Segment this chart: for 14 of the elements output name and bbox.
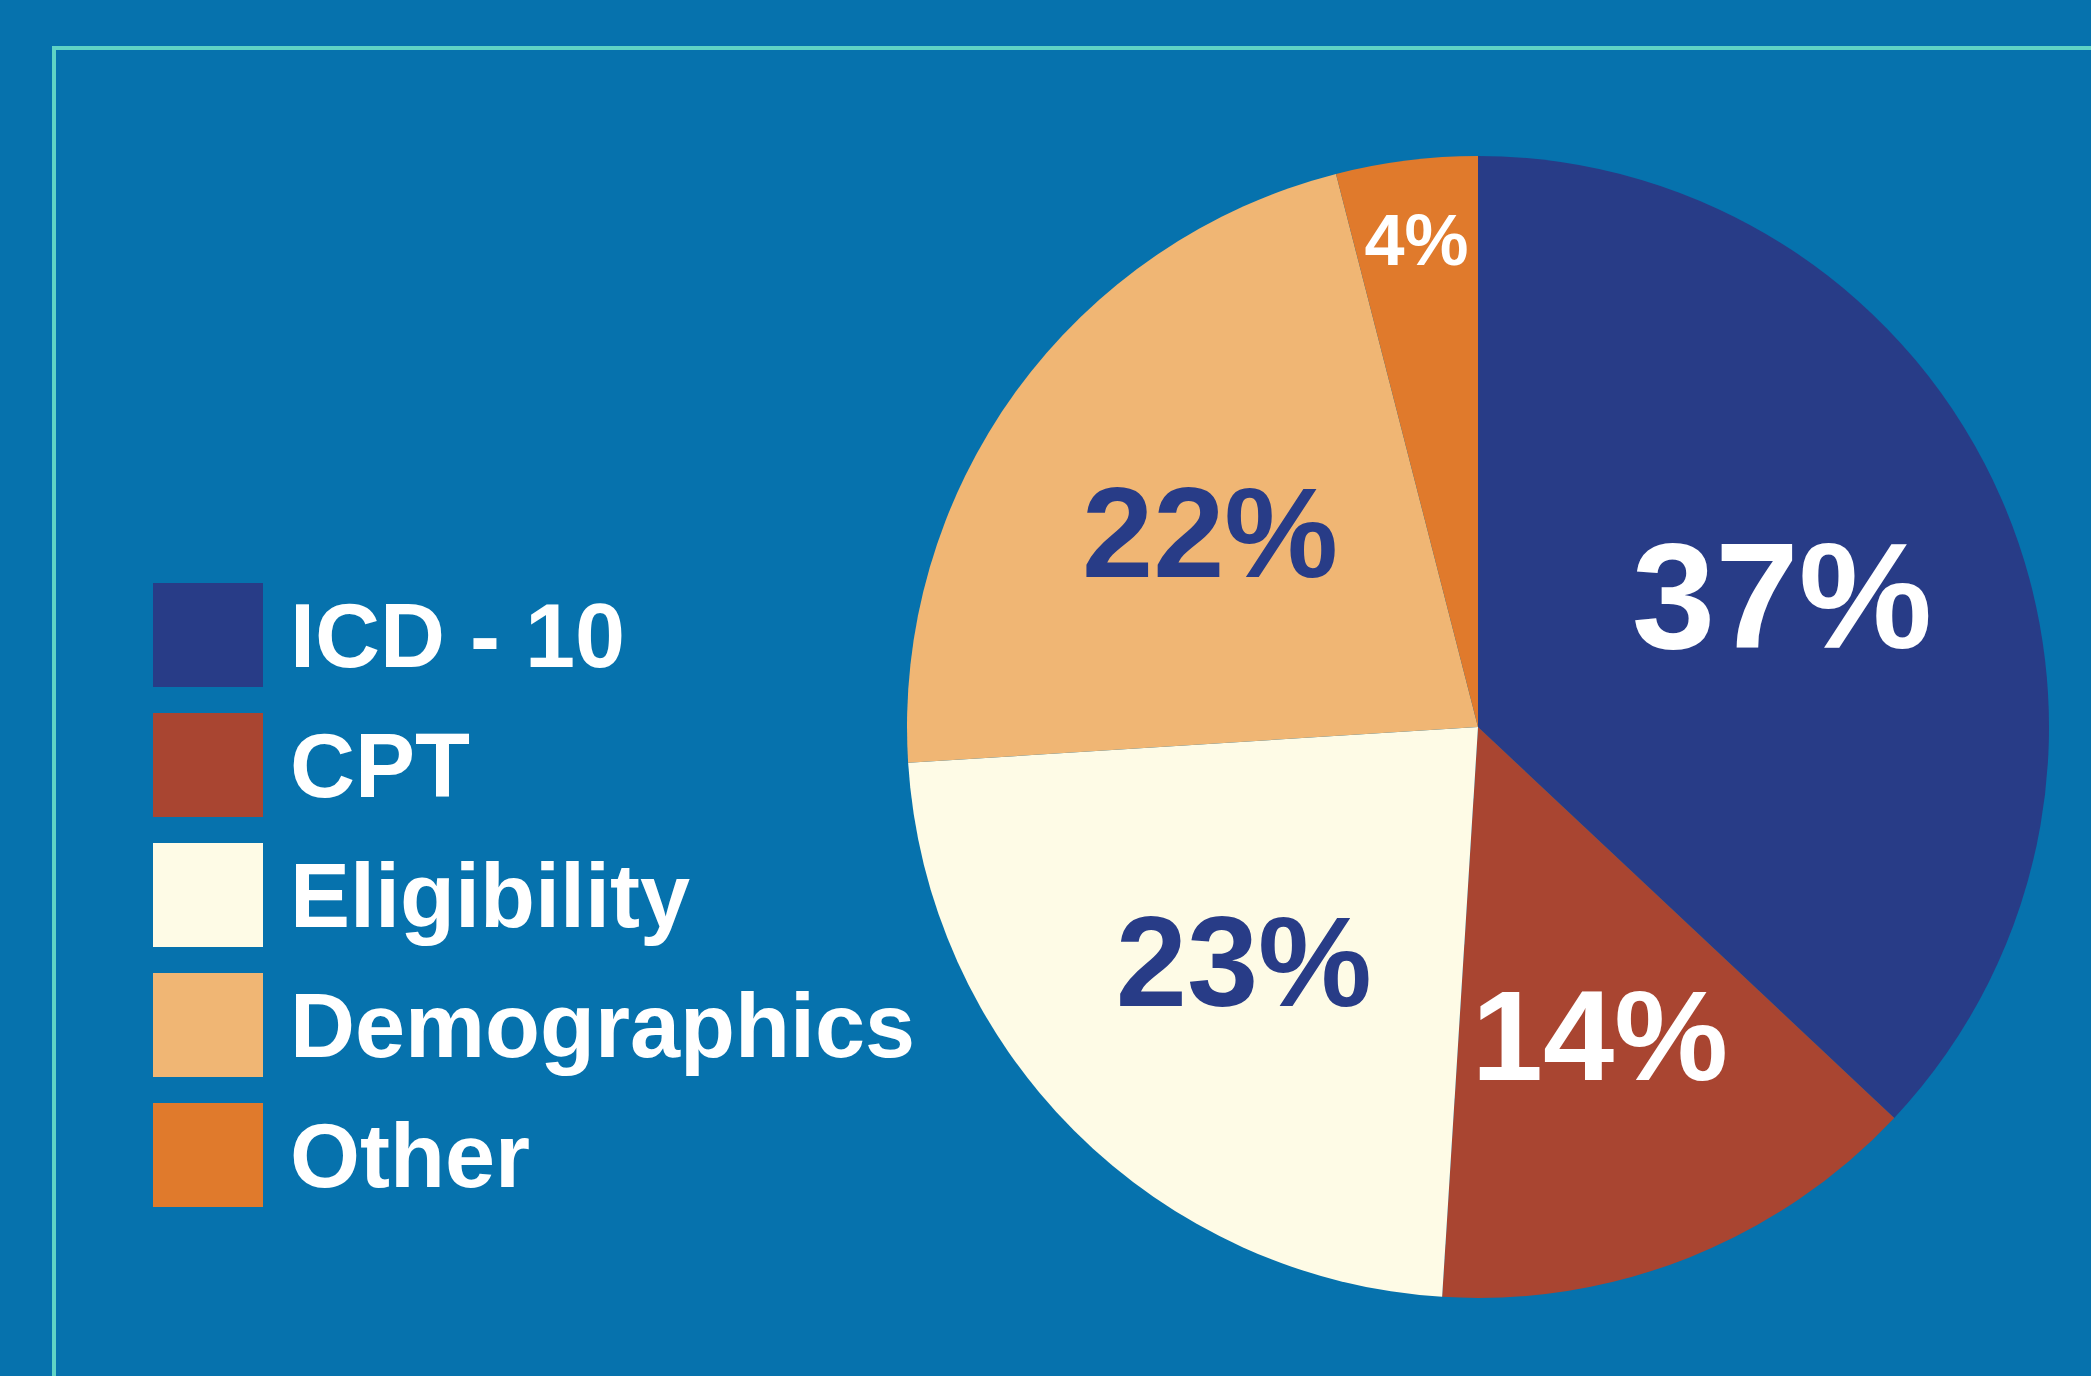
data-label: 14% bbox=[1471, 963, 1729, 1107]
legend-label: ICD - 10 bbox=[290, 585, 626, 686]
legend-label: Demographics bbox=[290, 975, 916, 1076]
legend-label: Eligibility bbox=[290, 845, 691, 946]
legend-label: CPT bbox=[290, 715, 471, 816]
data-label: 37% bbox=[1631, 511, 1933, 680]
pie-slice bbox=[1478, 156, 2049, 1118]
data-label: 22% bbox=[1081, 461, 1339, 605]
pie-slice bbox=[1336, 156, 1478, 727]
pie-slice bbox=[1442, 727, 1895, 1297]
legend-label: Other bbox=[290, 1105, 531, 1206]
data-label: 23% bbox=[1115, 889, 1372, 1033]
data-label: 4% bbox=[1364, 200, 1469, 281]
pie-slice bbox=[908, 173, 1478, 763]
